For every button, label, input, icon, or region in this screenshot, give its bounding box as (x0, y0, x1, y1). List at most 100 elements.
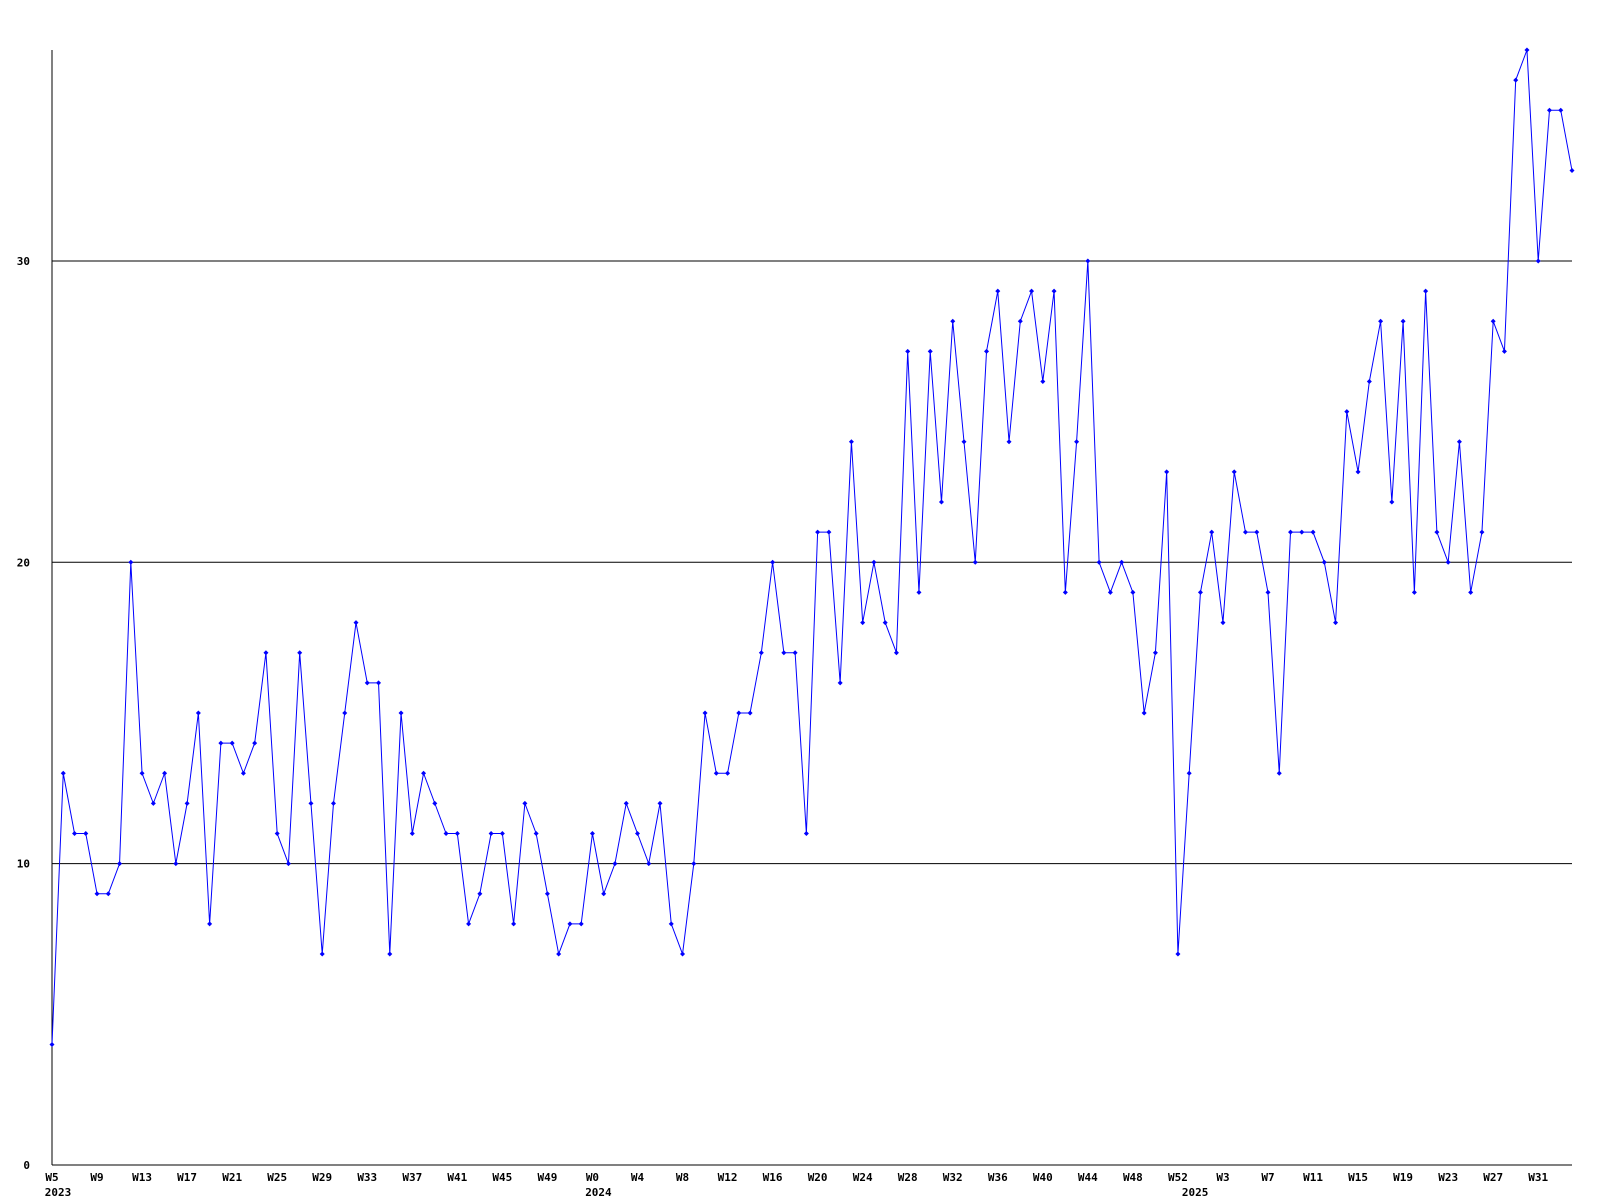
x-tick-label: W41 (447, 1171, 467, 1184)
data-point (342, 710, 348, 716)
data-point (1265, 589, 1271, 595)
data-point (218, 740, 224, 746)
data-point (1513, 77, 1519, 83)
data-point (893, 650, 899, 656)
data-point (1389, 499, 1395, 505)
data-point (522, 800, 528, 806)
data-point (162, 770, 168, 776)
x-tick-label: W31 (1528, 1171, 1548, 1184)
x-tick-label: W33 (357, 1171, 377, 1184)
data-point (770, 559, 776, 565)
data-point (1096, 559, 1102, 565)
x-tick-label: W45 (492, 1171, 512, 1184)
data-point (117, 861, 123, 867)
data-point (387, 951, 393, 957)
x-tick-label: W11 (1303, 1171, 1323, 1184)
data-point (1569, 168, 1575, 174)
x-tick-label: W49 (537, 1171, 557, 1184)
data-point (1231, 469, 1237, 475)
data-point (1197, 589, 1203, 595)
data-point (1310, 529, 1316, 535)
data-point (1456, 439, 1462, 445)
x-tick-label: W28 (898, 1171, 918, 1184)
data-point (511, 921, 517, 927)
data-point (995, 288, 1001, 294)
data-point (49, 1041, 55, 1047)
data-point (1321, 559, 1327, 565)
data-point (758, 650, 764, 656)
data-point (1333, 620, 1339, 626)
data-point (1220, 620, 1226, 626)
data-point (319, 951, 325, 957)
data-point (1242, 529, 1248, 535)
data-point (680, 951, 686, 957)
data-point (1558, 107, 1564, 113)
data-point (815, 529, 821, 535)
data-point (1524, 47, 1530, 53)
data-point (691, 861, 697, 867)
y-tick-label: 10 (17, 858, 30, 871)
data-point (803, 831, 809, 837)
data-point (173, 861, 179, 867)
data-point (207, 921, 213, 927)
data-point (105, 891, 111, 897)
data-point (1040, 378, 1046, 384)
data-point (1535, 258, 1541, 264)
data-point (1152, 650, 1158, 656)
data-point (1299, 529, 1305, 535)
x-tick-label: W29 (312, 1171, 332, 1184)
x-tick-label: W8 (676, 1171, 689, 1184)
data-point (589, 831, 595, 837)
data-point (1209, 529, 1215, 535)
data-point (443, 831, 449, 837)
data-point (454, 831, 460, 837)
x-tick-label: W7 (1261, 1171, 1274, 1184)
data-point (477, 891, 483, 897)
data-point (905, 348, 911, 354)
data-point (578, 921, 584, 927)
data-point (1411, 589, 1417, 595)
data-point (634, 831, 640, 837)
data-point (421, 770, 427, 776)
data-point (882, 620, 888, 626)
data-point (1490, 318, 1496, 324)
data-point (657, 800, 663, 806)
x-tick-label: W52 (1168, 1171, 1188, 1184)
y-tick-label: 20 (17, 556, 30, 569)
data-point (1017, 318, 1023, 324)
data-point (736, 710, 742, 716)
data-point (938, 499, 944, 505)
data-point (826, 529, 832, 535)
data-point (544, 891, 550, 897)
data-point (1288, 529, 1294, 535)
data-point (263, 650, 269, 656)
x-tick-label: W27 (1483, 1171, 1503, 1184)
data-point (83, 831, 89, 837)
x-tick-label: W32 (943, 1171, 963, 1184)
x-tick-label: W25 (267, 1171, 287, 1184)
data-point (1175, 951, 1181, 957)
data-point (94, 891, 100, 897)
data-point (376, 680, 382, 686)
data-point (1400, 318, 1406, 324)
data-point (747, 710, 753, 716)
data-point (1445, 559, 1451, 565)
x-tick-label: W16 (763, 1171, 783, 1184)
year-label: 2024 (585, 1186, 612, 1199)
data-point (150, 800, 156, 806)
data-point (1085, 258, 1091, 264)
data-point (533, 831, 539, 837)
data-point (330, 800, 336, 806)
x-tick-label: W9 (90, 1171, 103, 1184)
data-point (623, 800, 629, 806)
data-point (1051, 288, 1057, 294)
data-point (612, 861, 618, 867)
data-point (848, 439, 854, 445)
y-tick-label: 0 (23, 1159, 30, 1172)
data-point (646, 861, 652, 867)
data-point (972, 559, 978, 565)
data-point (139, 770, 145, 776)
data-point (871, 559, 877, 565)
